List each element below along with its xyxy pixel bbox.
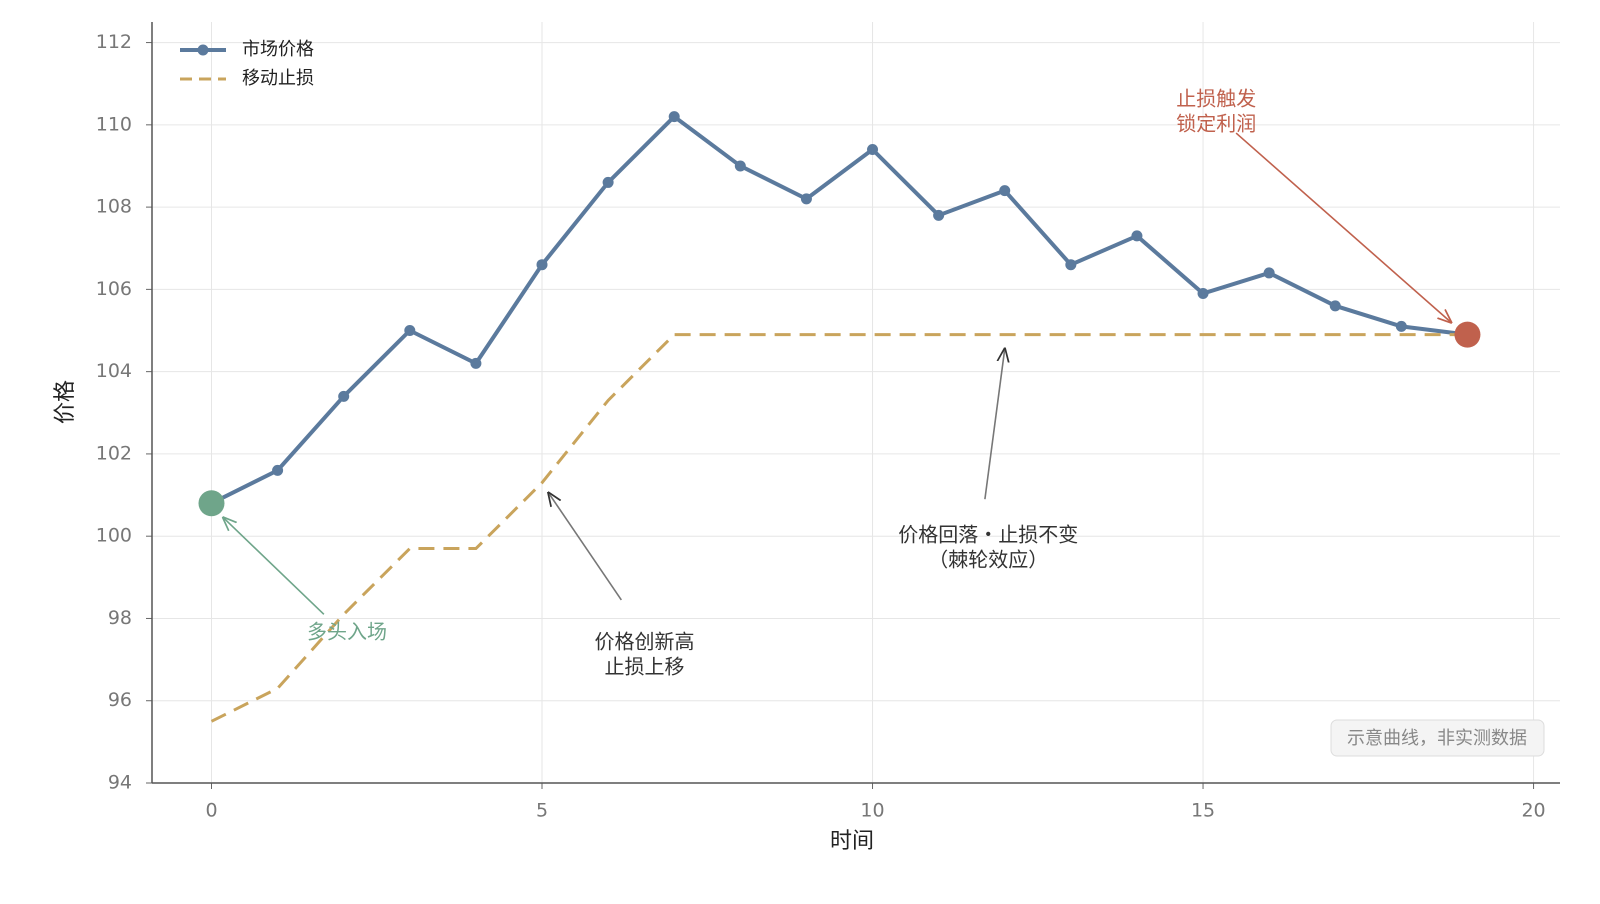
x-tick-label: 15 bbox=[1191, 800, 1215, 822]
y-tick-label: 112 bbox=[96, 31, 132, 53]
point bbox=[734, 160, 746, 172]
y-tick-label: 110 bbox=[96, 113, 132, 135]
note: 示意曲线，非实测数据 bbox=[1347, 728, 1527, 749]
point bbox=[867, 144, 879, 156]
y-tick-label: 98 bbox=[108, 607, 132, 629]
annotation-text: 多头入场 bbox=[307, 619, 387, 643]
y-tick-label: 96 bbox=[108, 689, 132, 711]
point bbox=[338, 390, 350, 402]
y-tick-label: 102 bbox=[96, 442, 132, 464]
x-tick-label: 10 bbox=[860, 800, 884, 822]
x-tick-label: 0 bbox=[205, 800, 217, 822]
annotation-text: 锁定利润 bbox=[1176, 112, 1256, 136]
annotation-text: 价格回落・止损不变 bbox=[898, 523, 1078, 547]
point bbox=[800, 193, 812, 205]
exit-marker bbox=[1454, 321, 1481, 348]
series-line bbox=[210, 333, 1468, 723]
annotation-arrow bbox=[1235, 132, 1451, 322]
point bbox=[1065, 259, 1077, 271]
x-axis-label: 时间 bbox=[830, 829, 874, 854]
point bbox=[272, 464, 284, 476]
legend-label: 市场价格 bbox=[242, 39, 314, 60]
point bbox=[536, 259, 548, 271]
annotation-arrow bbox=[984, 349, 1005, 500]
x-tick-label: 5 bbox=[536, 800, 548, 822]
y-tick-label: 106 bbox=[96, 278, 132, 300]
point bbox=[602, 176, 614, 188]
entry-marker bbox=[198, 490, 225, 517]
point bbox=[1395, 320, 1407, 332]
point bbox=[404, 325, 416, 337]
y-tick-label: 108 bbox=[96, 196, 132, 218]
y-tick-label: 100 bbox=[96, 525, 132, 547]
point bbox=[1329, 300, 1341, 312]
point bbox=[1197, 287, 1209, 299]
annotation-arrow bbox=[223, 518, 325, 615]
annotation-arrow bbox=[549, 493, 622, 601]
point bbox=[470, 357, 482, 369]
annotation-text: 止损触发 bbox=[1176, 87, 1256, 111]
point bbox=[999, 185, 1011, 197]
annotation-text: 价格创新高 bbox=[594, 630, 694, 654]
y-axis-label: 价格 bbox=[53, 380, 78, 424]
legend-label: 移动止损 bbox=[242, 68, 314, 89]
point bbox=[933, 209, 945, 221]
series-line bbox=[210, 113, 1468, 506]
y-tick-label: 94 bbox=[108, 772, 132, 794]
point bbox=[1263, 267, 1275, 279]
annotation-text: 止损上移 bbox=[604, 655, 684, 679]
point bbox=[1131, 230, 1143, 242]
x-tick-label: 20 bbox=[1521, 800, 1545, 822]
legend-dot bbox=[197, 44, 209, 56]
annotation-text: （棘轮效应） bbox=[928, 548, 1048, 572]
note-box bbox=[1330, 719, 1545, 757]
y-tick-label: 104 bbox=[96, 360, 132, 382]
point bbox=[668, 111, 680, 123]
